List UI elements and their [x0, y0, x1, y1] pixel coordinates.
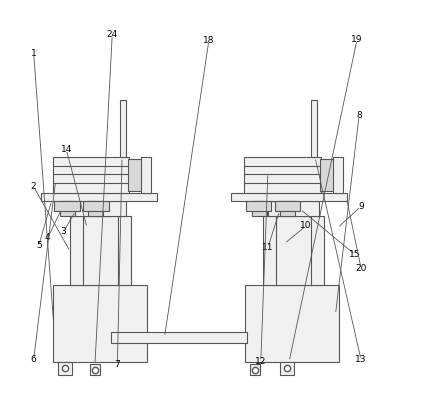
Bar [83, 201, 109, 211]
Bar [275, 201, 300, 211]
Bar [311, 100, 317, 157]
Text: 3: 3 [61, 228, 66, 236]
Text: 6: 6 [31, 355, 36, 364]
Bar [90, 364, 100, 375]
Bar [53, 157, 129, 193]
Bar [41, 193, 157, 201]
Bar [280, 201, 295, 216]
Text: 13: 13 [355, 355, 367, 364]
Bar [54, 201, 80, 211]
Text: 9: 9 [358, 202, 364, 211]
Text: 8: 8 [356, 112, 362, 120]
Bar [280, 362, 294, 375]
Text: 19: 19 [351, 35, 363, 44]
Text: 14: 14 [61, 145, 72, 154]
Text: 1: 1 [31, 49, 36, 57]
Text: 12: 12 [255, 357, 267, 366]
Bar [250, 364, 260, 375]
Bar [320, 159, 334, 191]
Text: 5: 5 [36, 241, 42, 250]
Bar [245, 285, 339, 362]
Bar [112, 332, 247, 343]
Bar [88, 201, 103, 216]
Bar [58, 362, 72, 375]
Bar [263, 216, 324, 285]
Text: 7: 7 [114, 360, 120, 369]
Text: 10: 10 [300, 222, 312, 230]
Bar [333, 157, 342, 193]
Bar [252, 201, 267, 216]
Bar [53, 285, 147, 362]
Bar [268, 201, 319, 216]
Bar [231, 193, 347, 201]
Bar [120, 100, 126, 157]
Bar [246, 201, 272, 211]
Text: 18: 18 [203, 36, 215, 44]
Text: 20: 20 [355, 264, 367, 272]
Bar [141, 157, 151, 193]
Bar [128, 159, 143, 191]
Text: 11: 11 [262, 243, 274, 252]
Text: 24: 24 [107, 30, 118, 39]
Bar [60, 201, 75, 216]
Bar [70, 216, 131, 285]
Bar [75, 201, 126, 216]
Text: 4: 4 [45, 233, 51, 242]
Bar [244, 157, 321, 193]
Text: 15: 15 [350, 250, 361, 259]
Text: 2: 2 [31, 182, 36, 191]
